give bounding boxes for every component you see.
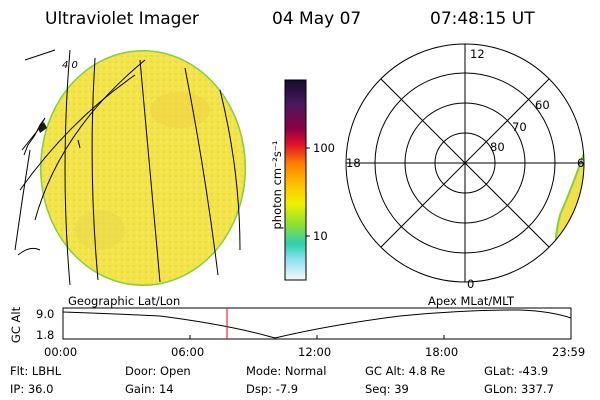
alt-plot-xtick-3: 18:00: [425, 345, 459, 359]
mlt-label-0: 0: [467, 277, 475, 291]
info-ip: IP: 36.0: [10, 382, 54, 396]
alt-plot-ytick-9: 9.0: [36, 307, 55, 321]
mlt-label-6: 6: [577, 156, 585, 170]
info-glon: GLon: 337.7: [484, 382, 554, 396]
lat-label-60: 60: [535, 98, 550, 112]
mlt-label-12: 12: [470, 47, 485, 61]
alt-plot-xtick-1: 06:00: [171, 345, 205, 359]
info-dsp: Dsp: -7.9: [246, 382, 299, 396]
info-gain: Gain: 14: [125, 382, 174, 396]
globe-label: 4 0: [62, 60, 78, 71]
alt-plot-xtick-0: 00:00: [44, 345, 78, 359]
info-gc-alt: GC Alt: 4.8 Re: [365, 364, 446, 378]
mlt-label-18: 18: [346, 156, 361, 170]
alt-plot-xtick-4: 23:59: [552, 345, 586, 359]
time-label: 07:48:15 UT: [430, 9, 535, 29]
info-seq: Seq: 39: [365, 382, 409, 396]
instrument-title: Ultraviolet Imager: [45, 9, 199, 29]
lat-label-80: 80: [490, 140, 505, 154]
alt-plot-title-right: Apex MLat/MLT: [428, 294, 515, 308]
info-glat: GLat: -43.9: [484, 364, 549, 378]
alt-plot-title-left: Geographic Lat/Lon: [68, 294, 181, 308]
info-door: Door: Open: [125, 364, 191, 378]
alt-plot-xtick-2: 12:00: [298, 345, 332, 359]
alt-plot-ytick-1.8: 1.8: [36, 328, 55, 342]
colorbar-tick-100: 100: [313, 141, 335, 155]
colorbar-tick-10: 10: [313, 229, 328, 243]
lat-label-70: 70: [512, 120, 527, 134]
info-flt: Flt: LBHL: [10, 364, 62, 378]
info-mode: Mode: Normal: [246, 364, 327, 378]
date-label: 04 May 07: [272, 9, 362, 29]
